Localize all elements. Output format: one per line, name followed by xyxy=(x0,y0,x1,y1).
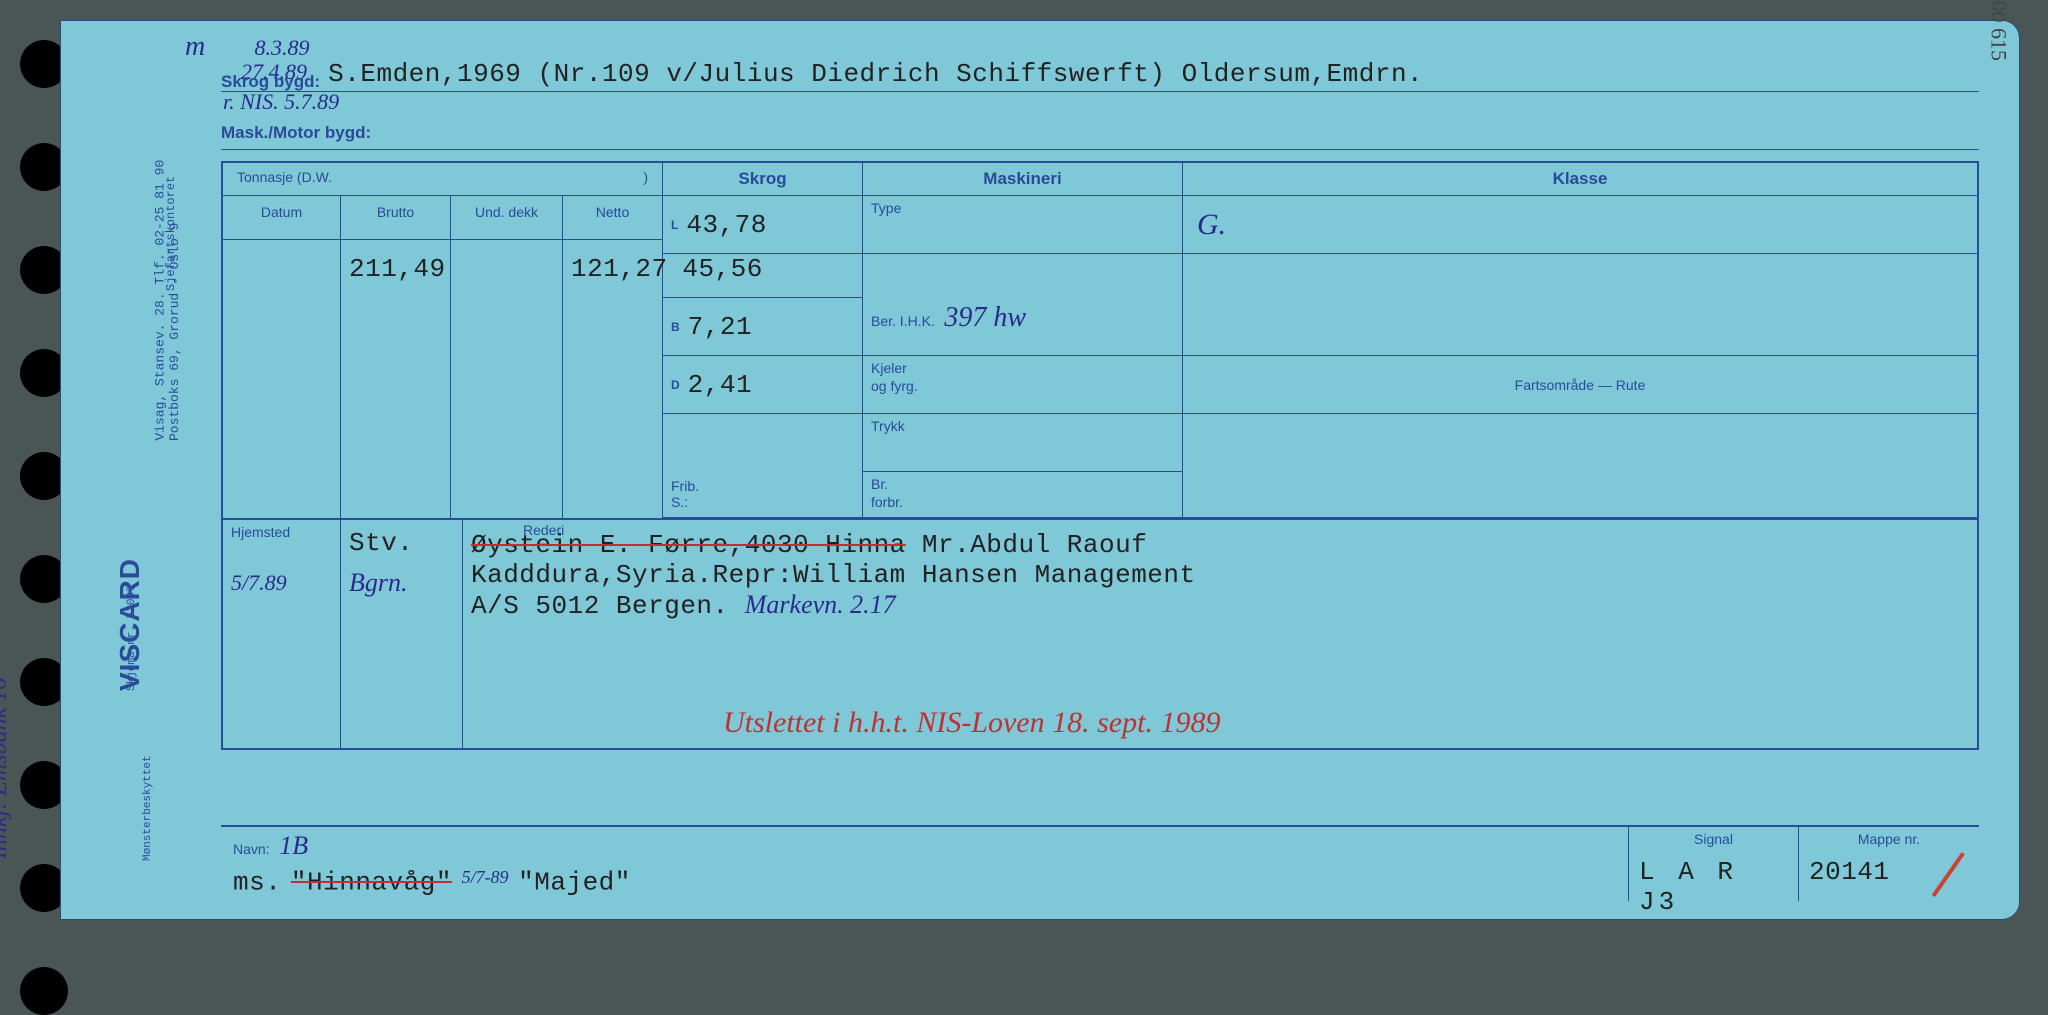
skrog-empty xyxy=(663,414,863,472)
rederi-line1-rest: Mr.Abdul Raouf xyxy=(906,530,1148,560)
signal-box: Signal L A R J3 xyxy=(1629,827,1799,901)
mask-empty-1 xyxy=(863,240,1183,298)
netto-header: Netto xyxy=(563,196,663,240)
data-row-1: 211,49 121,27 45,56 xyxy=(223,240,1977,298)
hjemsted-label: Hjemsted xyxy=(231,524,332,540)
br-label: Br. forbr. xyxy=(871,476,903,510)
hinnavag: "Hinnavåg" xyxy=(291,867,452,897)
klasse-value: G. xyxy=(1197,208,1226,242)
nis-note: r. NIS. 5.7.89 xyxy=(223,89,339,115)
side-addr2: Postboks 69, Grorud - Oslo 9 xyxy=(167,223,182,441)
ms-prefix: ms. xyxy=(233,867,281,897)
brutto-cell: 211,49 xyxy=(341,240,451,298)
majed: "Majed" xyxy=(518,867,631,897)
frib-label: Frib. xyxy=(671,478,699,494)
skrog-L2: 45,56 xyxy=(663,240,863,298)
data-row-4: Trykk xyxy=(223,414,1977,472)
mappe-box: Mappe nr. 20141 xyxy=(1799,827,1979,901)
kjeler-label: Kjeler og fyrg. xyxy=(871,360,918,394)
type-label: Type xyxy=(871,200,901,216)
mask-motor-row: Mask./Motor bygd: xyxy=(221,123,1979,150)
tonnasje-close: ) xyxy=(643,169,648,185)
ber-label: Ber. I.H.K. xyxy=(871,313,935,329)
navn-label: Navn: xyxy=(233,841,270,857)
data-row-5: Frib. S.: Br. forbr. xyxy=(223,472,1977,518)
hjemsted-row: Hjemsted 5/7.89 Stv. Bgrn. Rederi Øystei… xyxy=(223,518,1977,748)
navn-1b: 1B xyxy=(279,831,308,860)
handwritten-side-note: Innkj: Emsbank 16" xyxy=(0,668,13,859)
side-print-block: Sjefartskontoret VISCARD Visag, Stansev.… xyxy=(146,71,196,891)
navn-box: Navn: 1B ms. "Hinnavåg" 5/7-89 "Majed" xyxy=(221,827,1629,901)
subheader-row: Datum Brutto Und. dekk Netto L 43,78 Typ… xyxy=(223,196,1977,240)
signal-label: Signal xyxy=(1639,831,1788,847)
side-addr1: Visag, Stansev. 28. Tlf. 02-25 81 90 xyxy=(152,160,168,441)
date-sup: 5/7-89 xyxy=(462,867,509,887)
skrog-B: B 7,21 xyxy=(663,298,863,356)
bgrn-value: Bgrn. xyxy=(349,568,454,598)
netto-cell: 121,27 xyxy=(563,240,663,298)
rederi-label: Rederi xyxy=(523,522,564,538)
data-row-3: D 2,41 Kjeler og fyrg. Fartsområde — Rut… xyxy=(223,356,1977,414)
skrog-L-value: 43,78 xyxy=(686,210,767,240)
data-row-2: B 7,21 Ber. I.H.K. 397 hw xyxy=(223,298,1977,356)
bottom-row: Navn: 1B ms. "Hinnavåg" 5/7-89 "Majed" S… xyxy=(221,825,1979,901)
skrog-L2-value: 45,56 xyxy=(682,254,763,284)
hjemsted-date: 5/7.89 xyxy=(231,570,332,596)
mask-kjeler: Kjeler og fyrg. xyxy=(863,356,1183,414)
skrog-header: Skrog xyxy=(663,163,863,196)
table-header-row: Tonnasje (D.W. ) Skrog Maskineri Klasse xyxy=(223,163,1977,196)
und-dekk-header: Und. dekk xyxy=(451,196,563,240)
datum-header: Datum xyxy=(223,196,341,240)
red-slash-mark xyxy=(1935,837,1975,897)
main-table: Tonnasje (D.W. ) Skrog Maskineri Klasse … xyxy=(221,161,1979,750)
signal-value: L A R J3 xyxy=(1639,857,1788,917)
mask-motor-label: Mask./Motor bygd: xyxy=(221,123,371,142)
index-card: Sjefartskontoret VISCARD Visag, Stansev.… xyxy=(60,20,2020,920)
skrog-B-value: 7,21 xyxy=(688,312,752,342)
und-cell xyxy=(451,240,563,298)
maskineri-header: Maskineri xyxy=(863,163,1183,196)
date-1: 8.3.89 xyxy=(254,35,309,60)
stv-value: Stv. xyxy=(349,528,454,558)
tonnasje-label: Tonnasje (D.W. xyxy=(237,169,332,185)
trykk-label: Trykk xyxy=(871,418,905,434)
mask-ber: Ber. I.H.K. 397 hw xyxy=(863,298,1183,356)
skrog-bygd-value: S.Emden,1969 (Nr.109 v/Julius Diedrich S… xyxy=(328,59,1423,89)
card-content: m 8.3.89 27.4.89 Skrog bygd: S.Emden,196… xyxy=(211,31,1999,909)
klasse-header: Klasse xyxy=(1183,163,1977,196)
rederi-line3b: Markevn. 2.17 xyxy=(745,590,896,619)
skjema-label: Skjema nr. 53007 xyxy=(126,585,138,691)
rederi-line2: Kadddura,Syria.Repr:William Hansen Manag… xyxy=(471,560,1969,590)
tonnasje-header: Tonnasje (D.W. ) xyxy=(223,163,663,196)
ber-value: 397 hw xyxy=(944,302,1026,333)
farts-label: Fartsområde — Rute xyxy=(1515,377,1646,393)
skrog-bygd-row: Skrog bygd: S.Emden,1969 (Nr.109 v/Juliu… xyxy=(221,59,1979,92)
hjemsted-box: Hjemsted 5/7.89 xyxy=(223,520,341,748)
red-cancellation-note: Utslettet i h.h.t. NIS-Loven 18. sept. 1… xyxy=(723,706,1220,740)
right-empty-2 xyxy=(1183,298,1977,356)
farts-box: Fartsområde — Rute xyxy=(1183,356,1977,414)
hw-m: m xyxy=(185,31,205,62)
mask-br: Br. forbr. xyxy=(863,472,1183,518)
mask-trykk: Trykk xyxy=(863,414,1183,472)
rederi-line3a: A/S 5012 Bergen. xyxy=(471,591,745,621)
right-empty-1 xyxy=(1183,240,1977,298)
rederi-box: Rederi Øystein E. Førre,4030 Hinna Mr.Ab… xyxy=(463,520,1977,748)
stv-box: Stv. Bgrn. xyxy=(341,520,463,748)
datum-cell xyxy=(223,240,341,298)
skrog-D: D 2,41 xyxy=(663,356,863,414)
s-label: S.: xyxy=(671,494,688,510)
frib-box: Frib. S.: xyxy=(663,472,863,518)
monster-label: Mønsterbeskyttet xyxy=(142,755,154,861)
skrog-D-value: 2,41 xyxy=(688,370,752,400)
brutto-header: Brutto xyxy=(341,196,451,240)
